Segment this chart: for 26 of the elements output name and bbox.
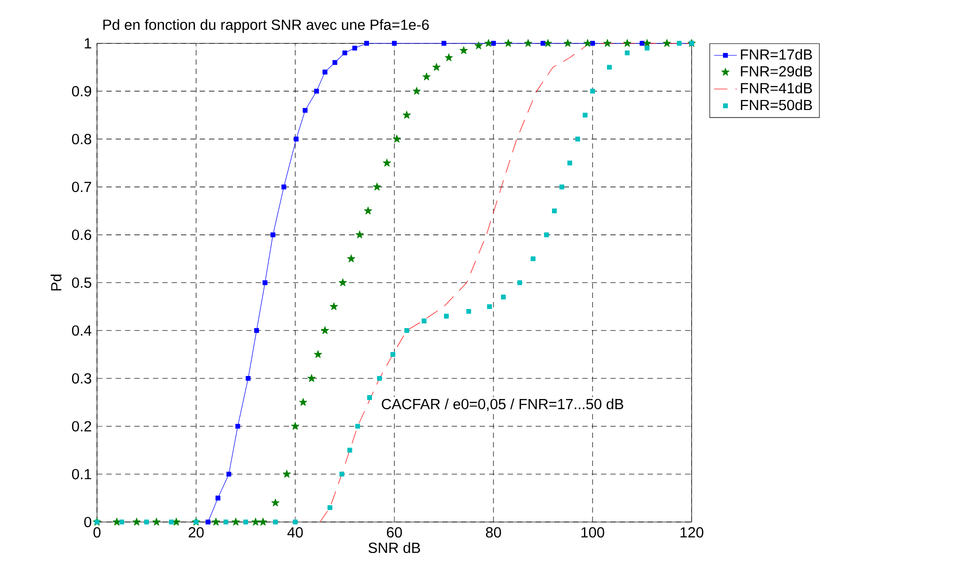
legend-label: FNR=17dB [740,48,812,60]
y-tick-label: 0.5 [72,277,92,288]
y-tick-label: 0.8 [72,134,92,144]
x-tick-label: 100 [581,527,604,538]
y-tick-label: 0.2 [72,421,92,432]
y-tick-label: 0.7 [72,182,92,192]
y-tick-label: 0.1 [72,468,92,480]
y-tick-label: 0.6 [72,230,92,240]
x-tick-label: 60 [386,527,402,538]
y-tick-label: 0.4 [72,325,92,336]
chart-title: Pd en fonction du rapport SNR avec une Pfa=1e-6 [103,19,429,33]
y-tick-label: 0.3 [72,373,92,384]
legend-label: FNR=41dB [740,82,812,94]
x-axis-title: SNR dB [368,542,420,554]
y-tick-label: 0.9 [72,86,92,96]
x-tick-label: 0 [93,527,100,538]
legend-label: FNR=50dB [740,99,812,110]
x-tick-label: 20 [188,527,204,538]
annotation: CACFAR / e0=0,05 / FNR=17...50 dB [382,398,624,411]
x-tick-label: 40 [287,527,303,538]
y-tick-label: 1 [84,38,92,48]
legend-label: FNR=29dB [740,66,812,77]
y-tick-label: 0 [84,516,92,528]
x-tick-label: 80 [486,527,502,538]
y-axis-title: Pd [50,274,62,290]
x-tick-label: 120 [680,527,704,538]
